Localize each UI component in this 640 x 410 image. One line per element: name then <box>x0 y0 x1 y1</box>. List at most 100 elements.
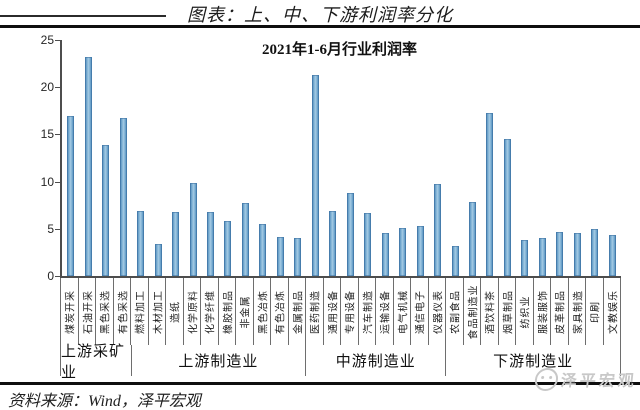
y-tick-label: 5 <box>47 221 54 236</box>
page-title: 图表：上、中、下游利润率分化 <box>187 5 453 25</box>
bar-slot <box>289 40 306 276</box>
category-label: 化学原料 <box>188 289 200 334</box>
category-label: 食品制造业 <box>468 284 480 339</box>
category-cell: 印刷 <box>585 278 603 345</box>
bar-专用设备 <box>346 192 354 276</box>
category-label: 汽车制造 <box>363 289 375 334</box>
category-cell: 石油开采 <box>77 278 96 345</box>
category-cell: 有色冶炼 <box>270 278 288 345</box>
bar-slot <box>97 40 114 276</box>
category-cell: 电气机械 <box>392 278 411 345</box>
y-tick-mark <box>55 228 60 230</box>
bar-金属制品 <box>294 238 302 276</box>
y-tick-mark <box>55 134 60 136</box>
category-cell: 汽车制造 <box>357 278 376 345</box>
bar-纺织业 <box>521 240 529 276</box>
y-tick-label: 20 <box>40 80 54 95</box>
bar-农副食品 <box>451 245 459 276</box>
bar-仪器仪表 <box>434 184 442 276</box>
y-tick-mark <box>55 181 60 183</box>
bar-食品制造业 <box>469 202 477 276</box>
bar-木材加工 <box>154 243 162 276</box>
bar-造纸 <box>172 211 180 276</box>
y-tick-mark <box>55 40 60 41</box>
category-label: 运输设备 <box>380 289 392 334</box>
category-label: 印刷 <box>590 300 602 323</box>
category-label: 黑色冶炼 <box>258 289 270 334</box>
category-cell: 化学纤维 <box>200 278 218 345</box>
bar-运输设备 <box>381 232 389 276</box>
y-tick-mark <box>55 276 60 277</box>
bar-有色采选 <box>119 118 127 276</box>
bar-slot <box>237 40 254 276</box>
bar-燃料加工 <box>137 210 145 276</box>
category-label: 化学纤维 <box>205 289 217 334</box>
group-axis: 上游采矿业 上游制造业 中游制造业 下游制造业 <box>60 344 621 381</box>
category-label: 非金属 <box>240 295 252 328</box>
category-label: 文教娱乐 <box>608 289 620 334</box>
bar-slot <box>499 40 516 276</box>
y-tick-label: 0 <box>47 269 54 283</box>
bar-slot <box>307 40 324 276</box>
top-rule <box>0 25 640 28</box>
category-label: 金属制品 <box>293 289 305 334</box>
y-tick-label: 25 <box>40 33 54 47</box>
category-label: 橡胶制品 <box>223 289 235 334</box>
bar-电气机械 <box>399 227 407 276</box>
category-label: 有色冶炼 <box>275 289 287 334</box>
category-cell: 燃料加工 <box>130 278 148 345</box>
bar-皮革制品 <box>556 231 564 276</box>
category-axis: 煤炭开采 石油开采 黑色采选 有色采选 燃料加工 木材加工 造纸 化学原料 化学纤维 橡胶制品 非金… <box>60 278 621 345</box>
bar-家具制造 <box>573 232 581 276</box>
bottom-rule <box>0 382 640 385</box>
y-tick-label: 15 <box>40 127 54 142</box>
category-cell: 纺织业 <box>515 278 533 345</box>
category-label: 通用设备 <box>328 289 340 334</box>
bar-烟草制品 <box>503 139 511 276</box>
bar-黑色采选 <box>102 144 110 276</box>
category-label: 酒饮料茶 <box>485 289 497 334</box>
bar-slot <box>149 40 166 276</box>
bar-slot <box>446 40 463 276</box>
category-cell: 酒饮料茶 <box>480 278 498 345</box>
category-cell: 农副食品 <box>445 278 463 345</box>
category-cell: 文教娱乐 <box>602 278 621 345</box>
watermark-label: 泽平宏观 <box>559 373 638 390</box>
category-label: 烟草制品 <box>503 289 515 334</box>
category-cell: 非金属 <box>235 278 253 345</box>
bar-slot <box>132 40 149 276</box>
bar-化学纤维 <box>206 211 214 276</box>
bar-slot <box>551 40 568 276</box>
bar-石油开采 <box>84 57 92 276</box>
category-label: 造纸 <box>170 300 182 323</box>
smiley-logo-icon <box>533 367 560 391</box>
bar-slot <box>464 40 481 276</box>
bar-slot <box>167 40 184 276</box>
category-label: 有色采选 <box>118 289 130 334</box>
bar-黑色冶炼 <box>259 224 267 276</box>
bar-酒饮料茶 <box>486 112 494 276</box>
category-cell: 橡胶制品 <box>217 278 236 345</box>
category-label: 通信电子 <box>415 289 427 334</box>
bar-slot <box>516 40 533 276</box>
group-label-中游制造业: 中游制造业 <box>305 345 445 376</box>
y-tick-mark <box>55 87 60 89</box>
bar-slot <box>569 40 586 276</box>
bar-slot <box>202 40 219 276</box>
bar-slot <box>359 40 376 276</box>
bar-slot <box>534 40 551 276</box>
group-label-下游制造业: 下游制造业 <box>445 345 621 376</box>
bar-橡胶制品 <box>224 221 232 276</box>
bar-slot <box>219 40 236 276</box>
category-cell: 食品制造业 <box>462 278 481 345</box>
category-label: 服装服饰 <box>538 289 550 334</box>
bar-slot <box>184 40 201 276</box>
bar-医药制造 <box>311 74 319 276</box>
category-cell: 烟草制品 <box>497 278 516 345</box>
group-label-上游采矿业: 上游采矿业 <box>60 344 131 381</box>
category-label: 电气机械 <box>398 289 410 334</box>
category-cell: 专用设备 <box>340 278 358 345</box>
bar-slot <box>429 40 446 276</box>
bar-通用设备 <box>329 210 337 276</box>
